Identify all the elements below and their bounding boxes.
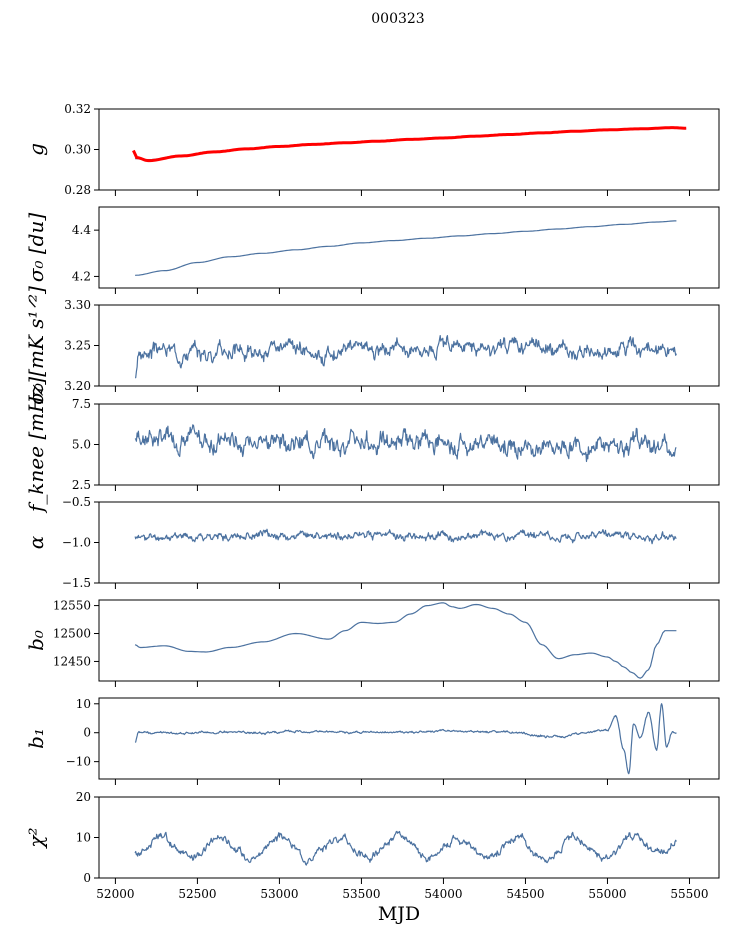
y-tick-label: −0.5 — [62, 495, 91, 509]
x-tick-label: 54000 — [424, 887, 462, 901]
series-line-alpha — [134, 528, 677, 545]
y-tick-label: 0.32 — [64, 102, 91, 116]
y-axis-label: σ₀ [du] — [24, 213, 48, 283]
y-tick-label: 3.25 — [64, 339, 91, 353]
y-axis-label: σ₀ [mK s¹ᐟ²] — [24, 286, 48, 405]
series-line-gain — [135, 127, 687, 161]
y-tick-label: 20 — [76, 790, 91, 804]
plot-frame — [98, 501, 720, 584]
plot-frame — [98, 206, 720, 289]
y-tick-label: 0.28 — [64, 183, 91, 197]
x-tick-label: 52500 — [178, 887, 216, 901]
x-tick-label: 53000 — [260, 887, 298, 901]
y-tick-label: −1.0 — [62, 536, 91, 550]
plot-frame — [98, 599, 720, 682]
x-tick-label: 52000 — [96, 887, 134, 901]
y-tick-label: 12450 — [53, 654, 91, 668]
y-tick-label: 3.30 — [64, 298, 91, 312]
panels: 0.28 0.30 0.32 g 4.2 4.4 σ₀ [du] 3.20 3.25 3.30 σ₀… — [24, 102, 720, 925]
y-tick-label: 0 — [83, 726, 91, 740]
panel-fknee: 2.5 5.0 7.5 f_knee [mHz] — [24, 377, 720, 514]
x-tick-label: 55500 — [670, 887, 708, 901]
y-tick-label: 2.5 — [72, 478, 91, 492]
y-tick-label: −1.5 — [62, 576, 91, 590]
y-axis-label: χ² — [24, 827, 48, 849]
y-tick-label: 0.30 — [64, 143, 91, 157]
series-line-sigma0 — [135, 220, 677, 276]
plot-frame — [98, 697, 720, 780]
y-tick-label: −10 — [66, 755, 91, 769]
panel-b1: −10 0 10 b₁ — [24, 697, 720, 785]
panel-alpha: −1.5 −1.0 −0.5 α — [24, 495, 720, 590]
plot-frame — [98, 108, 720, 191]
panel-chi2: 0 10 20 52000 52500 53000 53500 54000 54500 55000… — [24, 790, 720, 925]
x-tick-label: 54500 — [506, 887, 544, 901]
y-tick-label: 7.5 — [72, 397, 91, 411]
series-line-sigma0_mK — [135, 335, 677, 379]
y-tick-label: 0 — [83, 871, 91, 885]
x-tick-label: 55000 — [588, 887, 626, 901]
y-axis-label: g — [24, 143, 48, 156]
series-line-b1 — [134, 703, 677, 775]
y-axis-label: b₀ — [24, 630, 48, 651]
y-tick-label: 4.4 — [72, 223, 91, 237]
series-line-fit — [132, 126, 687, 163]
series-line-chi2 — [134, 830, 677, 866]
y-axis-label: b₁ — [24, 728, 48, 749]
panel-b0: 12450 12500 12550 b₀ — [24, 599, 720, 687]
y-tick-label: 10 — [76, 697, 91, 711]
y-tick-label: 4.2 — [72, 269, 91, 283]
panel-gain: 0.28 0.30 0.32 g — [24, 102, 720, 197]
y-tick-label: 12500 — [53, 627, 91, 641]
y-tick-label: 5.0 — [72, 438, 91, 452]
y-axis-label: α — [24, 535, 48, 549]
series-line-b0 — [134, 602, 677, 679]
y-tick-label: 3.20 — [64, 379, 91, 393]
y-tick-label: 10 — [76, 831, 91, 845]
series-line-fknee — [134, 424, 677, 463]
y-tick-label: 12550 — [53, 599, 91, 613]
x-tick-label: 53500 — [342, 887, 380, 901]
figure-title: 000323 — [371, 11, 424, 27]
panel-sigma0_mK: 3.20 3.25 3.30 σ₀ [mK s¹ᐟ²] — [24, 286, 720, 405]
x-axis-label: MJD — [378, 903, 420, 925]
panel-sigma0: 4.2 4.4 σ₀ [du] — [24, 206, 720, 294]
y-axis-label: f_knee [mHz] — [24, 377, 48, 514]
